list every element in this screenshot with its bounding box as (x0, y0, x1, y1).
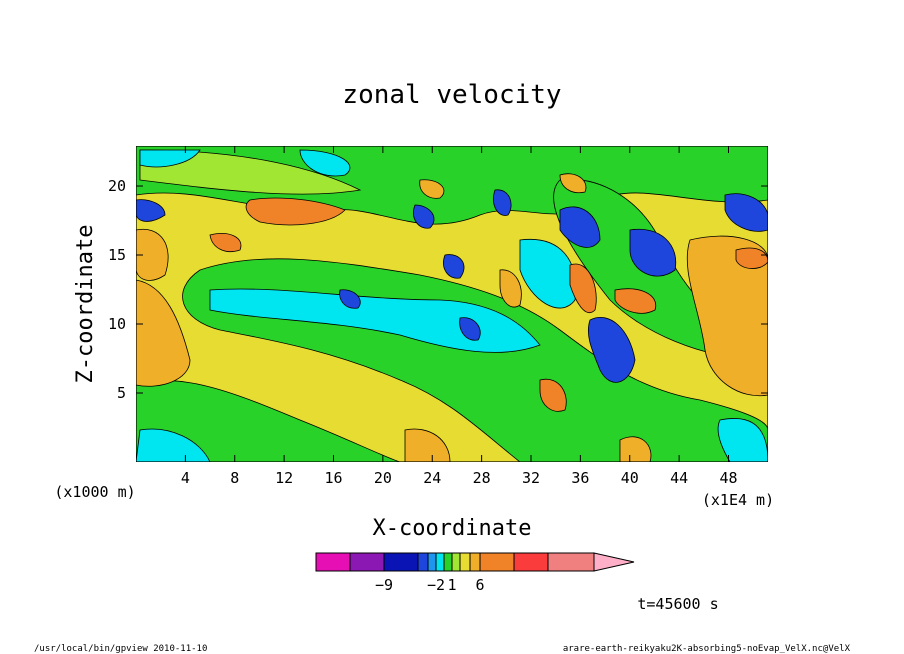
x-tick-label: 4 (181, 469, 190, 487)
colorbar-swatch (459, 552, 471, 572)
colorbar-swatch (469, 552, 481, 572)
y-axis-label: Z-coordinate (73, 225, 98, 384)
colorbar-swatch (349, 552, 385, 572)
x-tick-label: 24 (423, 469, 441, 487)
x-tick-label: 40 (621, 469, 639, 487)
x-unit-left: (x1000 m) (54, 483, 135, 501)
colorbar-arrow (593, 552, 635, 572)
x-axis-ticks: 4 8 12 16 20 24 28 32 36 40 44 48 (181, 146, 738, 487)
colorbar-swatch (383, 552, 419, 572)
x-tick-label: 36 (571, 469, 589, 487)
footer-left: /usr/local/bin/gpview 2010-11-10 (34, 644, 207, 654)
x-tick-label: 12 (275, 469, 293, 487)
colorbar-swatch (315, 552, 351, 572)
colorbar: −9 −2 1 6 (315, 552, 635, 594)
colorbar-swatch (451, 552, 461, 572)
colorbar-swatch (435, 552, 445, 572)
x-axis-label: X-coordinate (373, 516, 532, 541)
colorbar-swatch (513, 552, 549, 572)
colorbar-label: 6 (475, 576, 484, 594)
contour-field (136, 146, 768, 462)
x-tick-label: 28 (473, 469, 491, 487)
y-tick-label: 10 (108, 315, 126, 333)
x-tick-label: 48 (719, 469, 737, 487)
x-tick-label: 20 (374, 469, 392, 487)
y-axis-ticks: 5 10 15 20 (108, 177, 768, 402)
y-tick-label: 20 (108, 177, 126, 195)
chart-title: zonal velocity (342, 80, 561, 110)
colorbar-label: −2 (427, 576, 445, 594)
x-tick-label: 44 (670, 469, 688, 487)
x-tick-label: 16 (324, 469, 342, 487)
y-tick-label: 5 (117, 384, 126, 402)
colorbar-label: 1 (447, 576, 456, 594)
colorbar-swatch (479, 552, 515, 572)
x-tick-label: 8 (230, 469, 239, 487)
colorbar-swatch (417, 552, 429, 572)
x-unit-right: (x1E4 m) (702, 491, 774, 509)
y-tick-label: 15 (108, 246, 126, 264)
colorbar-swatch (443, 552, 453, 572)
colorbar-label: −9 (375, 576, 393, 594)
time-label: t=45600 s (637, 595, 718, 613)
footer-right: arare-earth-reikyaku2K-absorbing5-noEvap… (563, 644, 851, 654)
x-tick-label: 32 (522, 469, 540, 487)
colorbar-swatch (427, 552, 437, 572)
colorbar-swatch (547, 552, 595, 572)
